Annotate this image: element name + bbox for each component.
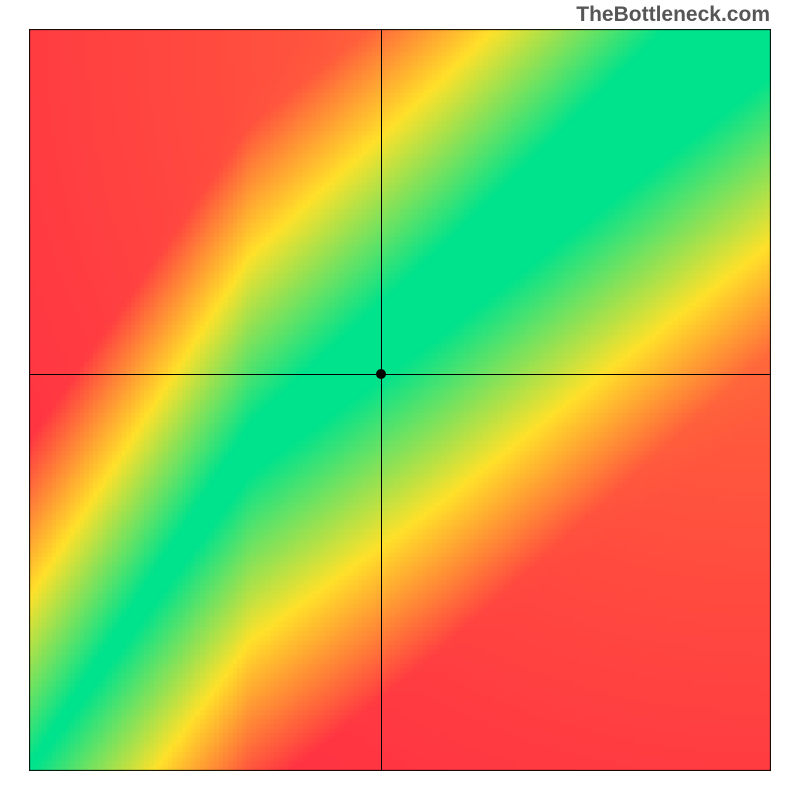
- crosshair-vertical-line: [381, 29, 382, 771]
- chart-container: TheBottleneck.com: [0, 0, 800, 800]
- bottleneck-heatmap: [29, 29, 771, 771]
- crosshair-horizontal-line: [29, 374, 771, 375]
- watermark-text: TheBottleneck.com: [576, 3, 770, 27]
